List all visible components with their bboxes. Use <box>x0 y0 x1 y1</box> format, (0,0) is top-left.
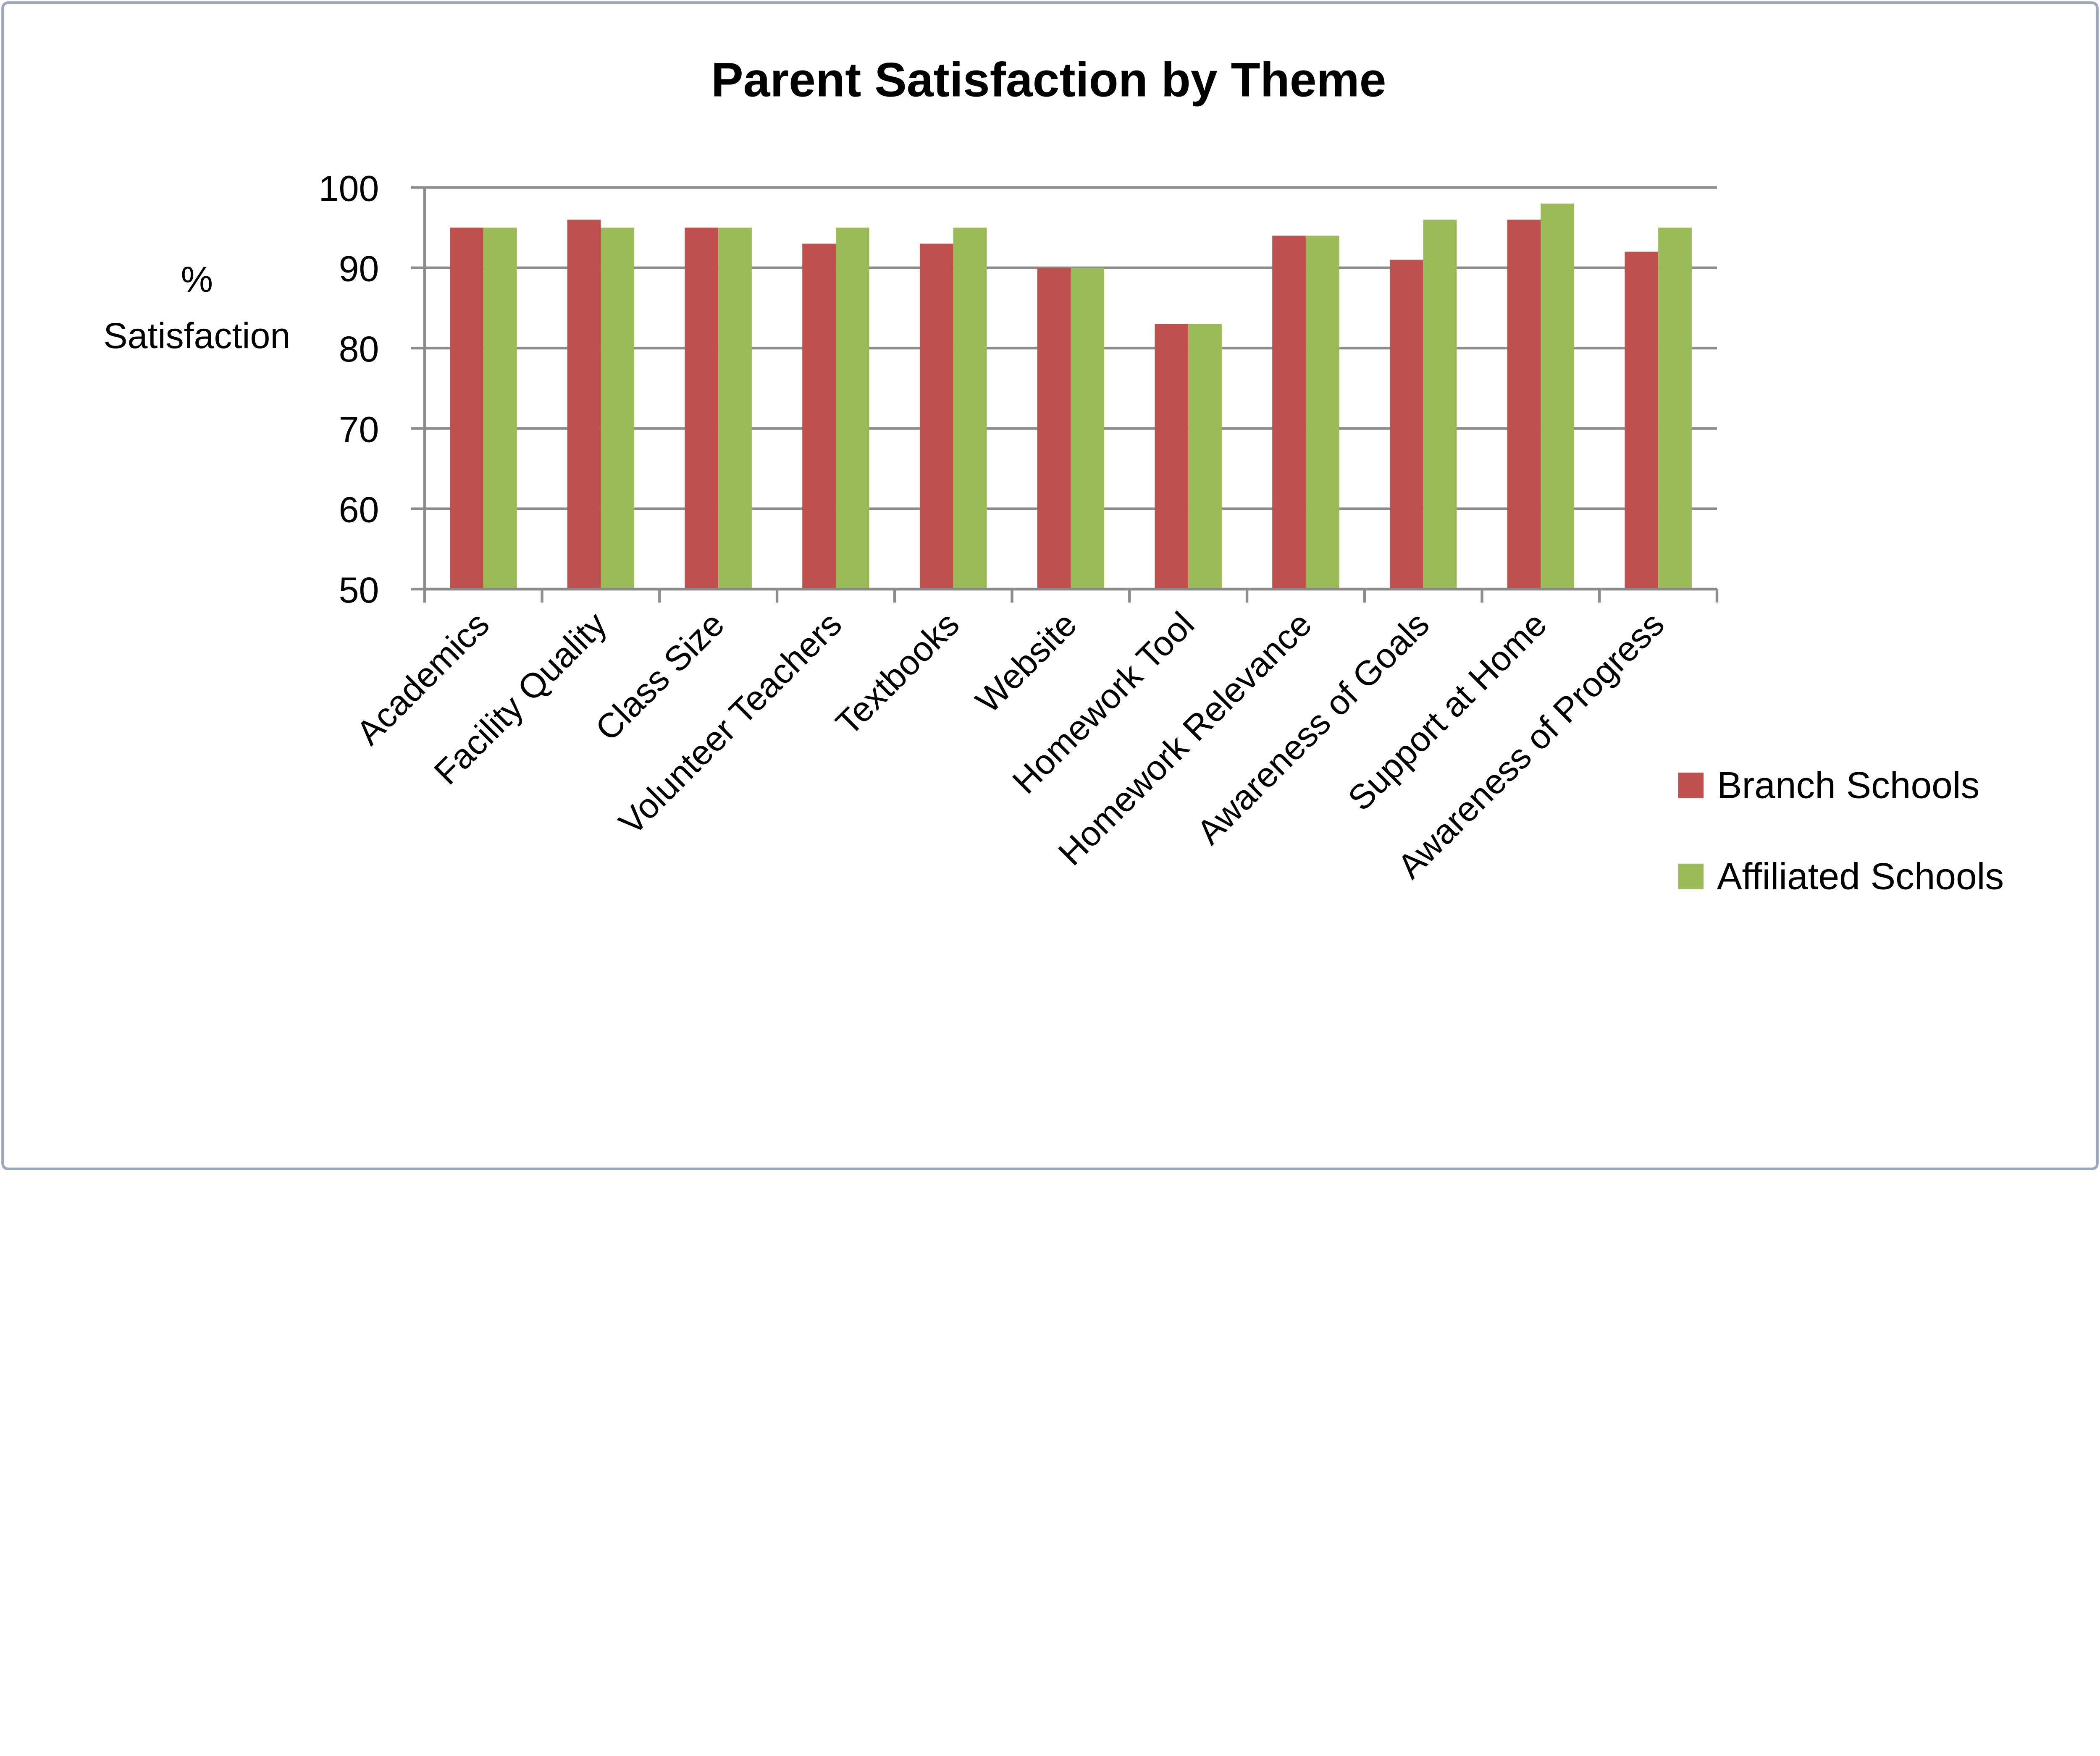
bar-affiliated <box>1658 228 1692 590</box>
bar-affiliated <box>718 228 752 590</box>
y-axis-label-line1: % <box>181 259 213 300</box>
y-tick-label: 60 <box>339 490 379 530</box>
bar-branch <box>567 219 601 590</box>
legend-swatch <box>1678 772 1704 798</box>
chart-title: Parent Satisfaction by Theme <box>711 53 1386 107</box>
y-tick-label: 100 <box>319 168 379 209</box>
bar-affiliated <box>483 228 517 590</box>
legend-swatch <box>1678 863 1704 889</box>
bar-branch <box>1625 252 1659 590</box>
bar-affiliated <box>1188 324 1222 590</box>
bar-branch <box>919 244 953 590</box>
legend-label: Affiliated Schools <box>1717 855 2004 897</box>
bar-affiliated <box>601 228 635 590</box>
bar-branch <box>1507 219 1541 590</box>
y-tick-label: 80 <box>339 329 379 370</box>
bar-affiliated <box>1071 267 1105 590</box>
bar-affiliated <box>953 228 987 590</box>
bar-branch <box>1389 259 1423 590</box>
legend: Branch Schools Affiliated Schools <box>1678 764 2004 897</box>
y-axis-label-line2: Satisfaction <box>103 316 290 356</box>
y-tick-label: 50 <box>339 570 379 611</box>
bar-affiliated <box>835 228 869 590</box>
bar-affiliated <box>1541 203 1575 590</box>
y-tick-label: 90 <box>339 249 379 289</box>
legend-label: Branch Schools <box>1717 764 1979 806</box>
bar-branch <box>449 228 483 590</box>
bar-affiliated <box>1305 236 1339 590</box>
bar-branch <box>1037 267 1071 590</box>
bar-branch <box>802 244 836 590</box>
bar-branch <box>685 228 719 590</box>
bar-branch <box>1272 236 1306 590</box>
bar-affiliated <box>1423 219 1457 590</box>
bar-branch <box>1155 324 1189 590</box>
y-tick-label: 70 <box>339 409 379 450</box>
